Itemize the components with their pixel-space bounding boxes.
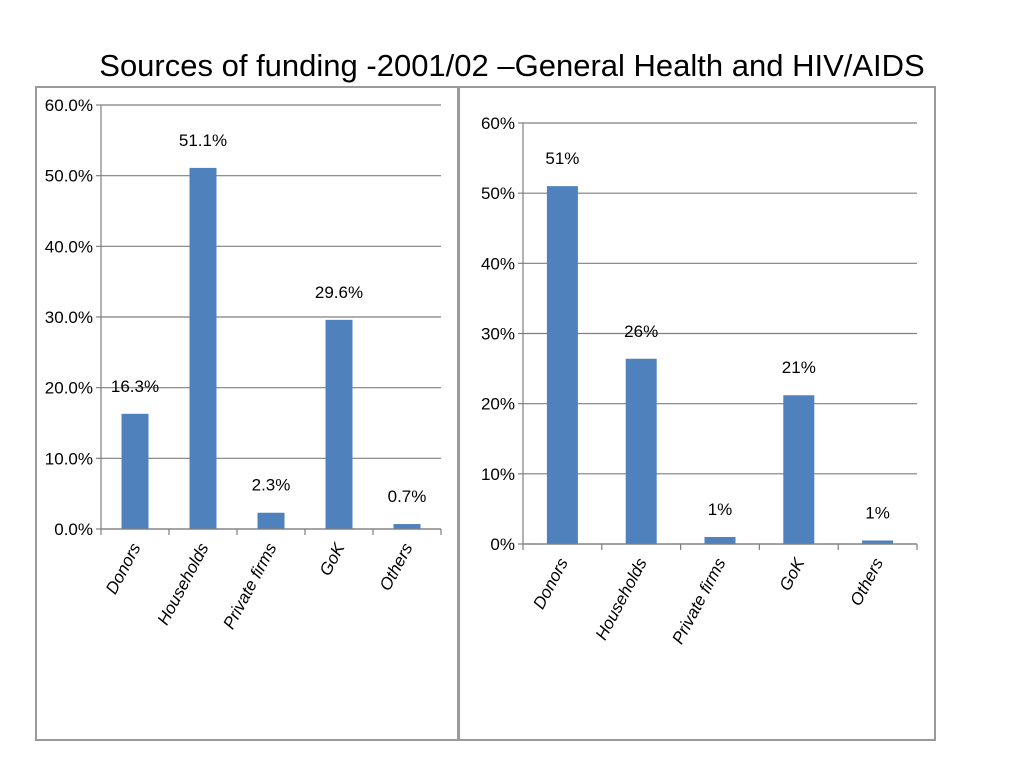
left-y-tick-label: 30.0% <box>45 308 93 327</box>
right-bar-households <box>625 358 657 544</box>
left-bar-chart: 0.0% 10.0% 20.0% 30.0% 40.0% 50.0% 60.0% 16.3% D… <box>45 96 442 633</box>
left-bar-others <box>393 524 421 529</box>
left-y-tick-label: 10.0% <box>45 449 93 468</box>
right-bar-chart: 0% 10% 20% 30% 40% 50% 60% 51% Donors 26% Househol… <box>481 114 918 648</box>
right-data-label: 51% <box>545 149 579 168</box>
left-bar-gok <box>325 319 353 529</box>
right-y-tick-label: 10% <box>481 465 515 484</box>
left-chart-panel: 0.0% 10.0% 20.0% 30.0% 40.0% 50.0% 60.0% 16.3% D… <box>35 86 459 741</box>
slide-title: Sources of funding -2001/02 –General Hea… <box>99 48 925 83</box>
right-y-tick-label: 50% <box>481 184 515 203</box>
right-bar-others <box>862 540 894 544</box>
left-y-tick-label: 60.0% <box>45 96 93 115</box>
right-y-tick-label: 30% <box>481 325 515 344</box>
left-y-tick-label: 20.0% <box>45 379 93 398</box>
right-bar-donors <box>546 186 578 544</box>
right-category-label: GoK <box>776 554 809 594</box>
right-y-tick-label: 20% <box>481 395 515 414</box>
right-category-label: Private firms <box>668 555 729 648</box>
left-y-tick-label: 50.0% <box>45 167 93 186</box>
left-y-tick-label: 0.0% <box>54 520 93 539</box>
right-category-label: Others <box>846 555 887 609</box>
right-category-label: Donors <box>529 555 572 613</box>
left-bar-private-firms <box>257 512 285 529</box>
left-bar-donors <box>121 413 149 529</box>
right-data-label: 1% <box>865 503 890 522</box>
right-y-tick-label: 0% <box>490 535 515 554</box>
left-data-label: 2.3% <box>252 476 291 495</box>
left-data-label: 0.7% <box>388 487 427 506</box>
left-data-label: 16.3% <box>111 377 159 396</box>
left-category-label: Others <box>376 540 417 594</box>
right-category-label: Households <box>592 555 651 644</box>
right-bar-private-firms <box>704 536 736 544</box>
right-bar-gok <box>783 395 815 544</box>
left-y-tick-label: 40.0% <box>45 237 93 256</box>
right-data-label: 1% <box>708 500 733 519</box>
left-category-label: Private firms <box>219 540 280 633</box>
right-data-label: 21% <box>782 358 816 377</box>
left-category-label: GoK <box>316 539 349 579</box>
right-y-tick-label: 60% <box>481 114 515 133</box>
left-category-label: Donors <box>102 540 145 598</box>
right-chart-panel: 0% 10% 20% 30% 40% 50% 60% 51% Donors 26% Househol… <box>458 86 936 741</box>
right-y-tick-label: 40% <box>481 254 515 273</box>
left-bar-households <box>189 167 217 529</box>
left-category-label: Households <box>154 540 213 629</box>
left-data-label: 51.1% <box>179 131 227 150</box>
right-data-label: 26% <box>624 322 658 341</box>
left-data-label: 29.6% <box>315 283 363 302</box>
